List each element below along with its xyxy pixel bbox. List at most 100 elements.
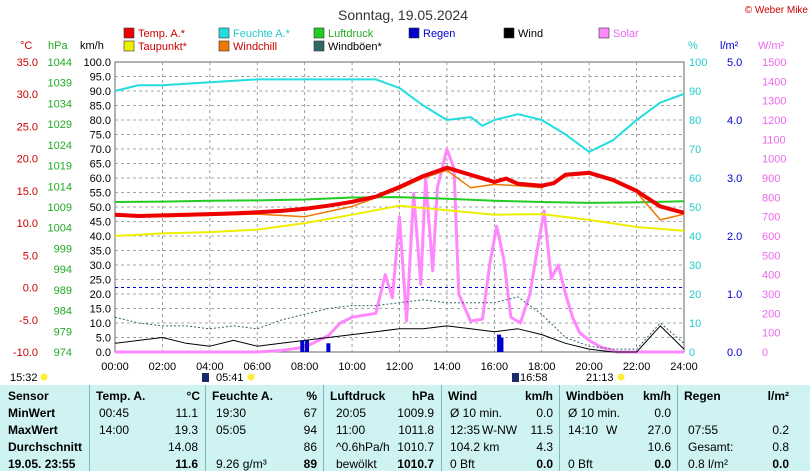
- y-tick-celsius: 5.0: [23, 250, 38, 262]
- weather-chart: Sonntag, 19.05.2024 © Weber Mike Temp. A…: [10, 5, 809, 384]
- header-rain: Regen: [684, 389, 721, 403]
- y-tick-percent: 40: [689, 231, 701, 243]
- cell-temp-value: 14.08: [167, 440, 198, 454]
- y-tick-celsius: 10.0: [17, 218, 38, 230]
- y-tick-percent: 20: [689, 289, 701, 301]
- y-tick-percent: 80: [689, 115, 701, 127]
- header-wind-unit: km/h: [524, 389, 553, 403]
- cell-rain-time: Gesamt:: [688, 440, 734, 454]
- y-tick-hpa: 1004: [48, 223, 72, 235]
- y-tick-wm2: 500: [762, 250, 780, 262]
- y-tick-hpa: 1019: [48, 161, 72, 173]
- table-row: 19.05. 23:55 11.6 9.26 g/m³ 89 bewölkt 1010.7…: [0, 456, 810, 473]
- y-tick-kmh: 25.0: [90, 275, 111, 287]
- series-line-solar: [115, 147, 684, 354]
- y-tick-hpa: 1039: [48, 78, 72, 90]
- series-line-wind: [114, 325, 685, 353]
- cell-temp-value: 11.1: [175, 406, 198, 420]
- header-pres: Luftdruck: [330, 389, 386, 403]
- y-tick-hpa: 984: [54, 306, 72, 318]
- credit-text: © Weber Mike: [745, 5, 809, 16]
- cell-gust-value: 0.0: [654, 406, 671, 420]
- x-tick-label: 08:00: [291, 361, 319, 373]
- cell-pres-time: ^0.6hPa/h: [336, 440, 390, 454]
- table-row: MinWert 00:45 11.1 19:30 67 20:05 1009.9 Ø 10 m…: [0, 405, 810, 422]
- header-gust: Windböen: [566, 389, 624, 403]
- y-tick-kmh: 35.0: [90, 246, 111, 258]
- cell-rain-value: [760, 405, 789, 422]
- y-tick-percent: 30: [689, 260, 701, 272]
- y-tick-kmh: 30.0: [90, 260, 111, 272]
- table-divider: [441, 385, 442, 471]
- cell-wind-value: 0.0: [536, 457, 553, 471]
- cell-pres-time: bewölkt: [336, 457, 377, 471]
- cell-pres-time: 11:00: [336, 423, 366, 437]
- legend-label-wind: Wind: [518, 28, 543, 40]
- header-hum-unit: %: [306, 389, 317, 403]
- legend-swatch-luftdruck: [313, 27, 325, 39]
- y-tick-percent: 0: [689, 347, 695, 359]
- legend-label-windboeen: Windböen*: [328, 41, 383, 53]
- y-tick-kmh: 60.0: [90, 173, 111, 185]
- y-tick-celsius: 0.0: [23, 283, 38, 295]
- series-line-taupunkt: [114, 204, 685, 237]
- y-tick-wm2: 700: [762, 212, 780, 224]
- y-tick-wm2: 900: [762, 173, 780, 185]
- legend-swatch-feuchte: [218, 27, 230, 39]
- y-tick-celsius: 20.0: [17, 154, 38, 166]
- x-tick-label: 18:00: [528, 361, 556, 373]
- table-divider: [323, 385, 324, 471]
- y-tick-wm2: 800: [762, 192, 780, 204]
- rain-bar: [305, 340, 310, 352]
- x-tick-label: 20:00: [575, 361, 603, 373]
- legend-label-windchill: Windchill: [233, 41, 277, 53]
- y-tick-kmh: 5.0: [96, 333, 111, 345]
- series-line-windb-en: [114, 296, 685, 350]
- y-tick-wm2: 1500: [762, 57, 786, 69]
- y-tick-hpa: 1034: [48, 98, 72, 110]
- series-line-feuchte-a: [114, 78, 685, 153]
- y-tick-kmh: 15.0: [90, 304, 111, 316]
- header-temp: Temp. A.: [96, 389, 146, 403]
- table-divider: [559, 385, 560, 471]
- cell-hum-time: 9.26 g/m³: [216, 457, 267, 471]
- cell-row-label: MinWert: [8, 406, 56, 420]
- axis-unit-wm2: W/m²: [758, 40, 785, 52]
- cell-temp-time: 00:45: [99, 406, 130, 420]
- y-tick-wm2: 1100: [762, 134, 786, 146]
- y-tick-kmh: 85.0: [90, 101, 111, 113]
- axis-unit-celsius: °C: [20, 40, 32, 52]
- cell-pres-value: 1010.7: [397, 457, 434, 471]
- cell-pres-value: 1011.8: [398, 423, 434, 437]
- cell-row-label: 19.05. 23:55: [8, 457, 76, 471]
- y-tick-hpa: 994: [54, 264, 72, 276]
- y-tick-percent: 90: [689, 86, 701, 98]
- y-tick-lm2: 5.0: [727, 57, 742, 69]
- x-tick-label: 00:00: [101, 361, 129, 373]
- cell-temp-time: 14:00: [99, 423, 130, 437]
- cell-pres-value: 1009.9: [397, 406, 434, 420]
- y-tick-hpa: 989: [54, 285, 72, 297]
- cell-gust-value: 27.0: [647, 423, 671, 437]
- y-tick-hpa: 1009: [48, 202, 72, 214]
- y-tick-kmh: 0.0: [96, 347, 111, 359]
- x-tick-label: 22:00: [623, 361, 651, 373]
- x-tick-label: 14:00: [433, 361, 461, 373]
- cell-rain-value: 0.0: [772, 457, 789, 471]
- y-tick-kmh: 40.0: [90, 231, 111, 243]
- y-tick-kmh: 100.0: [83, 57, 111, 69]
- legend-label-taupunkt: Taupunkt*: [138, 41, 188, 53]
- cell-hum-value: 94: [303, 423, 317, 437]
- y-tick-lm2: 4.0: [727, 115, 742, 127]
- cell-hum-value: 86: [303, 440, 317, 454]
- y-tick-hpa: 1044: [48, 57, 72, 69]
- header-pres-unit: hPa: [411, 389, 434, 403]
- y-tick-labels: 35.0 30.0 25.0 20.0 15.0 10.0 5.0 0.0 -5.0 -10.0 1…: [13, 57, 787, 359]
- y-tick-percent: 60: [689, 173, 701, 185]
- moon-icon: [512, 373, 519, 382]
- y-tick-wm2: 600: [762, 231, 780, 243]
- y-tick-hpa: 1014: [48, 181, 72, 193]
- x-tick-label: 12:00: [386, 361, 414, 373]
- x-tick-label: 10:00: [338, 361, 366, 373]
- cell-temp-value: 11.6: [175, 457, 198, 471]
